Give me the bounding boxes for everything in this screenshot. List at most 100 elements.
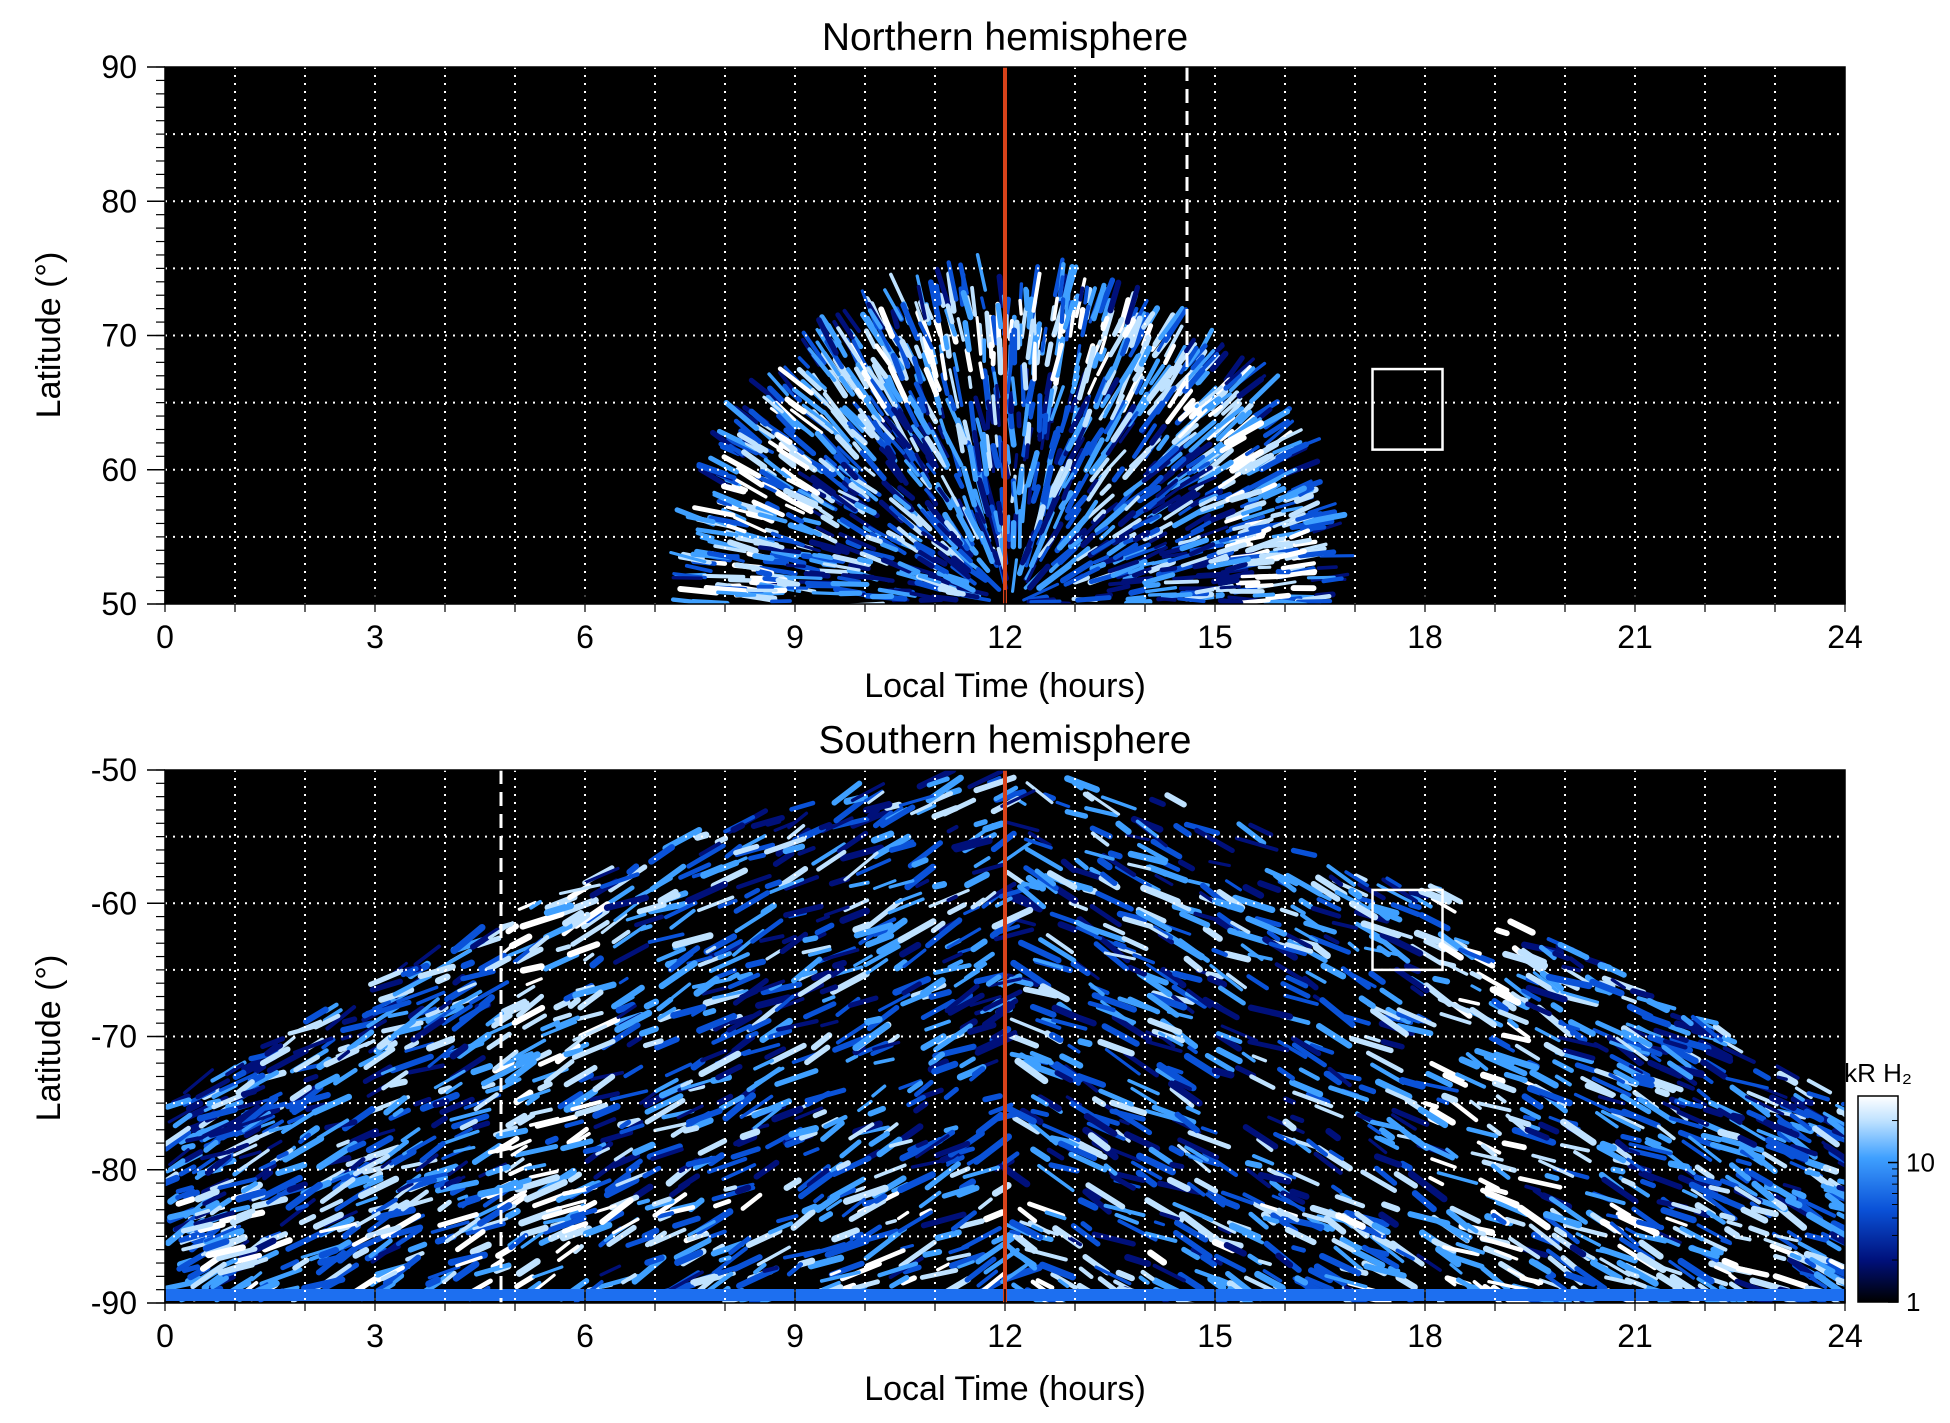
south-emission-streak — [857, 1099, 873, 1113]
south-emission-streak — [218, 1072, 258, 1092]
south-emission-streak — [614, 1009, 653, 1033]
south-emission-streak — [1152, 1263, 1186, 1283]
south-emission-streak — [626, 863, 640, 875]
south-emission-streak — [1324, 1274, 1368, 1289]
south-emission-streak — [1166, 1065, 1184, 1075]
south-emission-streak — [1688, 1135, 1722, 1163]
north-emission-streak — [1223, 355, 1245, 383]
south-emission-streak — [1042, 1123, 1081, 1143]
north-emission-streak — [834, 434, 860, 460]
south-emission-streak — [1538, 1278, 1562, 1289]
south-emission-streak — [638, 924, 653, 932]
south-emission-streak — [920, 1211, 967, 1229]
south-emission-streak — [774, 1068, 819, 1087]
south-emission-streak — [1616, 1259, 1659, 1287]
south-emission-streak — [1025, 875, 1047, 892]
south-emission-streak — [806, 1167, 830, 1189]
south-emission-streak — [1127, 862, 1152, 871]
south-emission-streak — [450, 989, 483, 1010]
south-emission-streak — [1184, 1145, 1210, 1162]
south-emission-streak — [1127, 964, 1147, 977]
north-emission-streak — [1229, 448, 1264, 472]
north-emission-streak — [1216, 406, 1245, 429]
south-emission-streak — [1553, 1226, 1567, 1238]
north-emission-streak — [1212, 390, 1240, 418]
north-emission-streak — [1100, 393, 1111, 409]
north-emission-streak — [1316, 565, 1338, 570]
south-emission-streak — [1349, 1036, 1394, 1054]
south-emission-streak — [505, 1112, 528, 1129]
south-emission-streak — [1148, 1146, 1173, 1165]
south-emission-streak — [848, 1198, 887, 1222]
north-emission-streak — [762, 395, 784, 414]
south-emission-streak — [1378, 1211, 1399, 1228]
south-emission-streak — [1730, 1112, 1746, 1122]
north-emission-streak — [1022, 547, 1032, 564]
south-xtick-label: 6 — [576, 1318, 594, 1354]
north-emission-streak — [1243, 500, 1265, 512]
north-emission-streak — [1235, 580, 1261, 586]
north-emission-streak — [1111, 533, 1130, 546]
south-emission-streak — [1306, 1214, 1331, 1232]
south-emission-streak — [1806, 1078, 1833, 1095]
south-emission-streak — [1371, 1222, 1391, 1235]
south-emission-streak — [1070, 1223, 1101, 1247]
south-emission-streak — [1183, 955, 1203, 973]
south-emission-streak — [1726, 1220, 1743, 1228]
south-emission-streak — [936, 1262, 951, 1272]
north-emission-streak — [1019, 306, 1028, 339]
south-emission-streak — [352, 1153, 391, 1177]
north-emission-streak — [909, 436, 920, 453]
north-emission-streak — [817, 465, 848, 492]
south-emission-streak — [179, 1259, 192, 1269]
south-emission-streak — [1048, 1162, 1080, 1174]
south-emission-streak — [1679, 1225, 1705, 1242]
south-emission-streak — [1187, 1045, 1198, 1055]
south-emission-streak — [680, 1079, 694, 1088]
south-emission-streak — [541, 1204, 582, 1220]
south-emission-streak — [1395, 1023, 1434, 1037]
south-emission-streak — [1035, 1018, 1062, 1030]
north-emission-streak — [1294, 537, 1312, 545]
north-emission-streak — [985, 399, 997, 425]
south-emission-streak — [397, 1182, 414, 1193]
south-emission-streak — [406, 1172, 448, 1184]
south-emission-streak — [1314, 1104, 1344, 1119]
south-emission-streak — [1282, 1096, 1296, 1105]
south-emission-streak — [1240, 943, 1264, 962]
south-emission-streak — [1211, 1067, 1235, 1079]
south-emission-streak — [1318, 892, 1332, 902]
south-emission-streak — [931, 805, 960, 820]
south-emission-streak — [1300, 913, 1326, 933]
south-emission-streak — [1211, 897, 1245, 913]
north-emission-streak — [1134, 379, 1144, 395]
south-xtick-label: 18 — [1407, 1318, 1443, 1354]
north-emission-streak — [1058, 275, 1065, 298]
north-emission-streak — [849, 428, 868, 446]
south-emission-streak — [1053, 1061, 1083, 1084]
south-emission-streak — [1274, 962, 1312, 987]
north-emission-streak — [884, 451, 909, 486]
south-emission-streak — [449, 1043, 469, 1060]
north-emission-streak — [948, 368, 960, 409]
south-emission-streak — [717, 898, 738, 909]
south-emission-streak — [632, 1141, 656, 1156]
south-emission-streak — [1442, 1245, 1480, 1257]
south-emission-streak — [1140, 1269, 1155, 1282]
south-emission-streak — [1289, 1114, 1305, 1124]
south-emission-streak — [473, 1092, 499, 1112]
south-emission-streak — [485, 1164, 511, 1177]
south-emission-streak — [1702, 1106, 1724, 1118]
south-emission-streak — [1068, 901, 1088, 912]
south-emission-streak — [369, 978, 403, 993]
north-emission-streak — [776, 413, 796, 434]
south-emission-streak — [924, 1161, 961, 1191]
north-emission-streak — [899, 338, 912, 358]
north-emission-streak — [938, 404, 945, 419]
north-emission-streak — [883, 415, 912, 449]
south-emission-streak — [1524, 1184, 1542, 1193]
north-emission-streak — [1270, 510, 1286, 519]
north-emission-streak — [1063, 566, 1101, 587]
south-emission-streak — [686, 1232, 710, 1242]
south-emission-streak — [1524, 1126, 1550, 1141]
